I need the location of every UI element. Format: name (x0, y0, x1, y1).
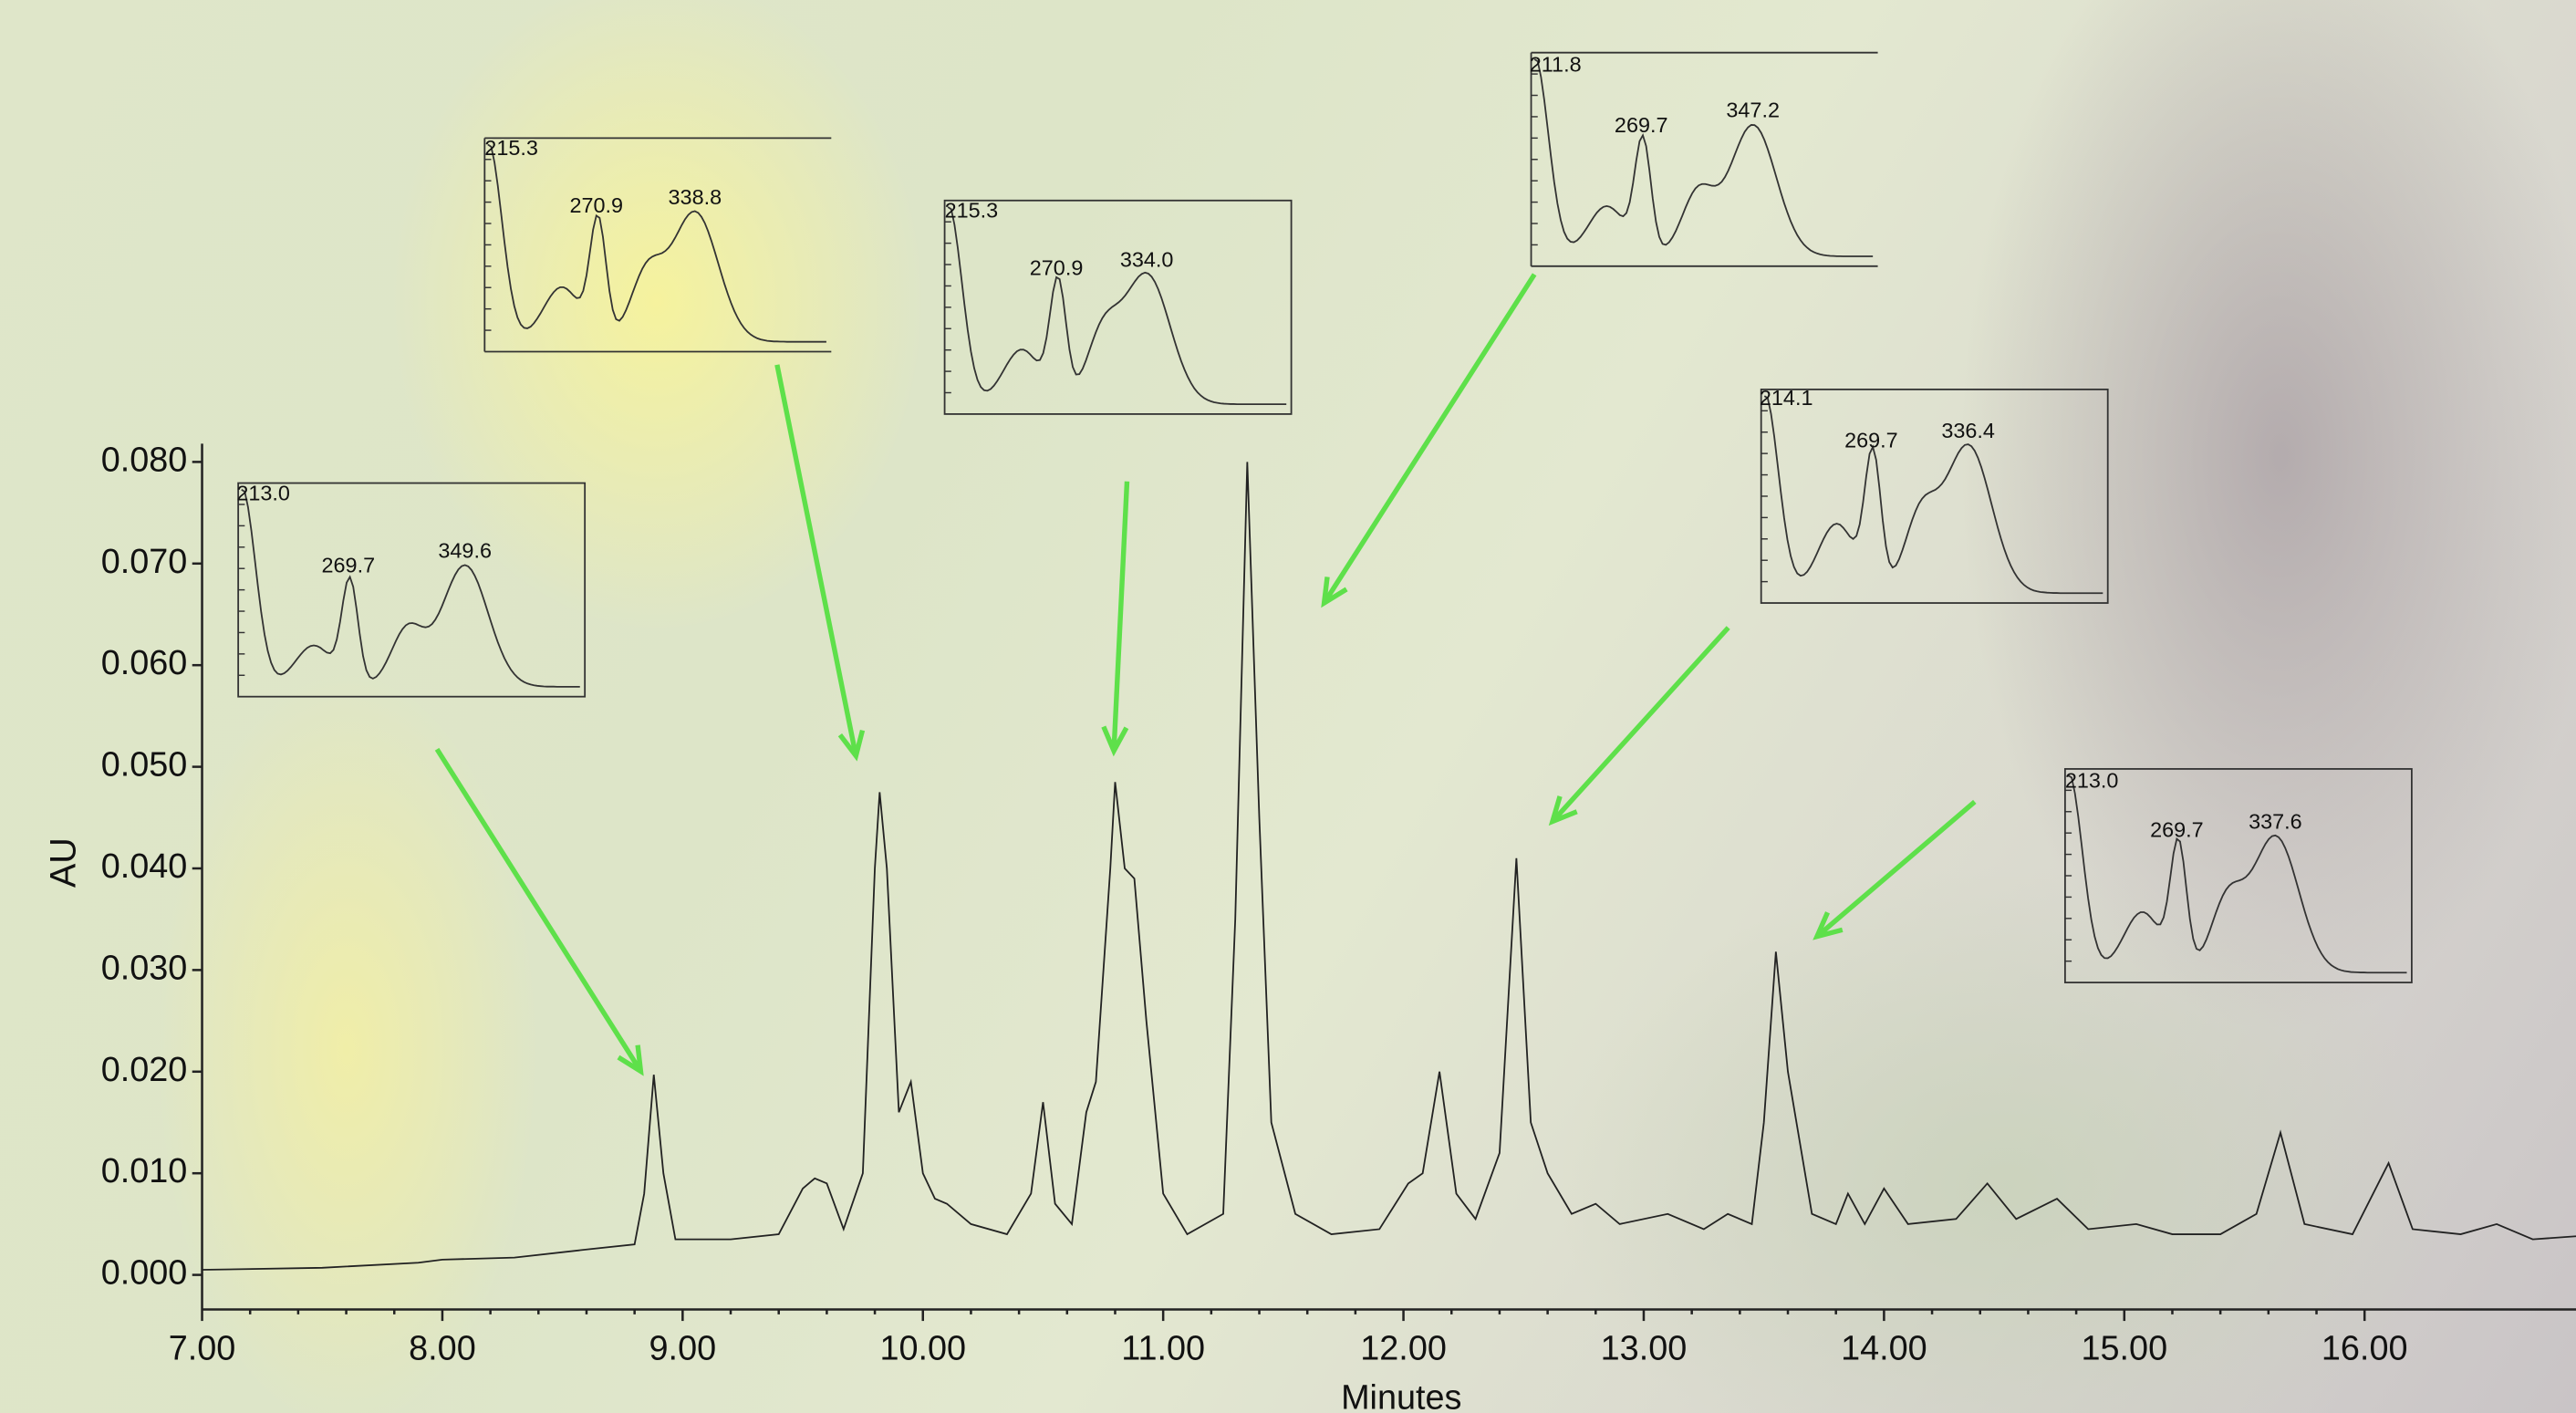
arrow-shaft (437, 749, 640, 1071)
inset-spectrum: 215.3 270.9 338.8 (484, 136, 831, 351)
inset-peak-label: 215.3 (484, 136, 538, 160)
inset-peak-label: 269.7 (1844, 429, 1898, 452)
inset-peak-label: 214.1 (1760, 386, 1813, 410)
inset-spectrum: 213.0 269.7 337.6 (2065, 769, 2412, 983)
arrow-shaft (777, 365, 856, 756)
y-tick-label: 0.070 (101, 543, 188, 581)
y-tick-label: 0.010 (101, 1152, 188, 1190)
inset-curve (1534, 59, 1873, 256)
y-tick-label: 0.080 (101, 441, 188, 479)
inset-peak-label: 269.7 (2150, 818, 2204, 842)
inset-peak-label: 215.3 (945, 199, 999, 223)
arrow (1553, 628, 1729, 822)
chromatogram-line (203, 462, 2576, 1270)
arrow (1324, 275, 1535, 603)
inset-peak-label: 347.2 (1726, 99, 1780, 122)
inset-spectrum: 214.1 269.7 336.4 (1760, 386, 2108, 603)
arrow (1104, 482, 1127, 751)
y-tick-label: 0.060 (101, 644, 188, 682)
x-tick-label: 14.00 (1841, 1329, 1927, 1367)
arrow (437, 749, 640, 1071)
x-tick-label: 16.00 (2322, 1329, 2408, 1367)
x-axis-label: Minutes (1341, 1379, 1461, 1413)
arrow (1817, 802, 1975, 937)
x-tick-label: 7.00 (169, 1329, 236, 1367)
inset-peak-label: 336.4 (1941, 419, 1995, 442)
x-tick-label: 9.00 (649, 1329, 717, 1367)
inset-frame (2065, 769, 2412, 982)
inset-curve (948, 207, 1286, 404)
y-axis-label: AU (44, 837, 84, 888)
inset-peak-label: 270.9 (569, 193, 623, 217)
x-tick-label: 12.00 (1360, 1329, 1447, 1367)
x-tick-label: 10.00 (879, 1329, 966, 1367)
x-tick-label: 13.00 (1601, 1329, 1688, 1367)
inset-curve (1764, 396, 2103, 593)
inset-peak-label: 270.9 (1030, 256, 1084, 280)
y-tick-label: 0.000 (101, 1254, 188, 1293)
inset-peak-label: 213.0 (2065, 769, 2119, 793)
inset-peak-label: 337.6 (2249, 810, 2302, 834)
y-tick-label: 0.030 (101, 949, 188, 987)
inset-frame (1761, 390, 2108, 603)
y-tick-label: 0.050 (101, 746, 188, 784)
inset-peak-label: 338.8 (669, 185, 722, 209)
inset-spectrum: 213.0 269.7 349.6 (236, 481, 585, 696)
inset-peak-label: 349.6 (438, 538, 492, 562)
inset-curve (2068, 775, 2406, 972)
inset-spectrum: 211.8 269.7 347.2 (1530, 52, 1878, 266)
arrow-shaft (1114, 482, 1127, 751)
inset-curve (242, 490, 580, 687)
inset-curve (488, 145, 826, 342)
inset-peak-label: 269.7 (1615, 113, 1668, 137)
arrow (777, 365, 863, 756)
x-tick-label: 11.00 (1121, 1329, 1205, 1367)
arrow-shaft (1817, 802, 1975, 937)
inset-peak-label: 269.7 (322, 554, 376, 577)
inset-peak-label: 213.0 (236, 481, 290, 504)
y-tick-label: 0.020 (101, 1051, 188, 1089)
inset-peak-label: 334.0 (1120, 248, 1174, 272)
chart: AU Minutes 0.000 0.010 0.020 0.030 0.040 0.05… (0, 0, 2576, 1413)
y-tick-label: 0.040 (101, 847, 188, 886)
arrow-shaft (1324, 275, 1535, 603)
arrow-shaft (1553, 628, 1729, 822)
x-tick-label: 15.00 (2081, 1329, 2167, 1367)
inset-spectrum: 215.3 270.9 334.0 (945, 199, 1292, 414)
inset-peak-label: 211.8 (1530, 52, 1582, 76)
x-tick-label: 8.00 (409, 1329, 476, 1367)
inset-frame (238, 483, 585, 697)
